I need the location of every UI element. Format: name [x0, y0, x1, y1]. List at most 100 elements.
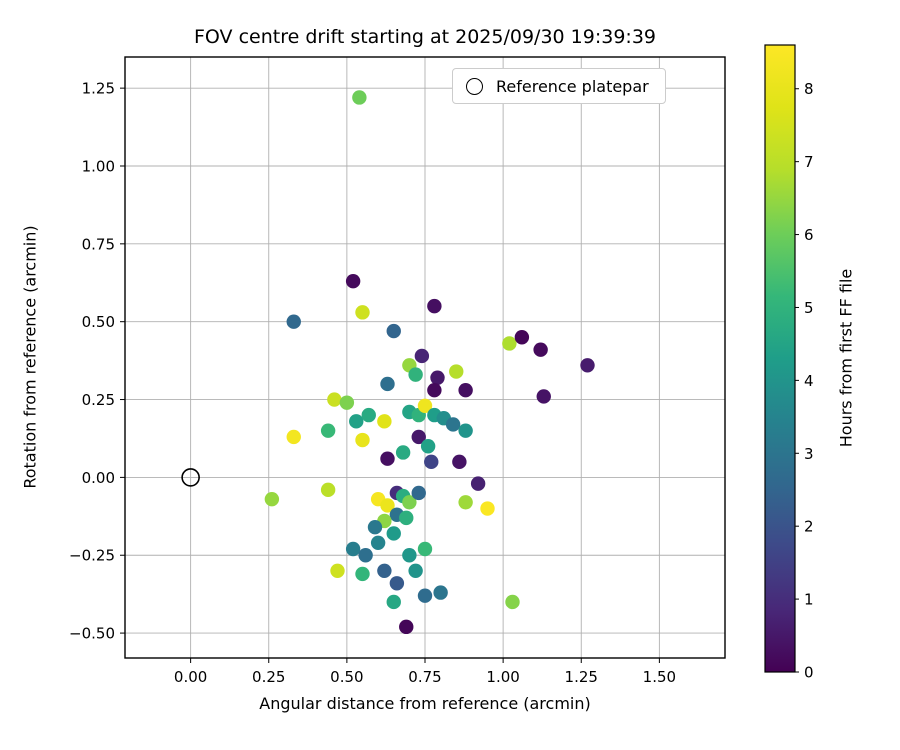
scatter-point: [445, 417, 461, 432]
colorbar-tick-label: 8: [804, 80, 814, 98]
colorbar-tick-label: 5: [804, 299, 814, 317]
scatter-point: [452, 454, 467, 470]
scatter-point: [361, 407, 376, 423]
scatter-points: [264, 90, 595, 635]
scatter-point: [380, 451, 395, 466]
scatter-point: [399, 619, 414, 635]
scatter-point: [408, 367, 423, 382]
colorbar-tick-label: 7: [804, 153, 814, 171]
x-tick-label: 0.25: [252, 668, 285, 686]
y-tick-label: 0.75: [82, 235, 115, 253]
scatter-point: [433, 585, 448, 600]
scatter-point: [355, 305, 370, 320]
scatter-point: [458, 423, 473, 438]
colorbar-tick-label: 6: [804, 226, 814, 244]
scatter-point: [320, 482, 336, 498]
scatter-point: [408, 563, 423, 579]
scatter-point: [536, 389, 551, 404]
x-tick-label: 0.50: [330, 668, 363, 686]
scatter-point: [320, 423, 336, 438]
scatter-point: [264, 491, 280, 507]
scatter-point: [386, 526, 401, 541]
scatter-point: [458, 495, 473, 510]
scatter-point: [533, 342, 548, 357]
scatter-point: [417, 541, 433, 557]
colorbar-tick-label: 1: [804, 591, 814, 609]
x-tick-label: 1.50: [643, 668, 676, 686]
scatter-point: [355, 566, 370, 582]
scatter-point: [352, 90, 367, 105]
scatter-point: [355, 432, 370, 448]
scatter-point: [458, 382, 473, 398]
scatter-point: [367, 520, 383, 535]
scatter-point: [411, 485, 426, 501]
scatter-point: [358, 548, 373, 563]
scatter-point: [449, 364, 464, 379]
legend-label: Reference platepar: [496, 76, 649, 96]
axis-ticks: 0.00 0.25 0.50 0.75 1.00 1.25 1.50 −0.50 −0.25 0.…: [69, 80, 676, 686]
x-axis-label: Angular distance from reference (arcmin): [259, 694, 591, 713]
scatter-point: [424, 454, 439, 470]
colorbar-tick-label: 3: [804, 445, 814, 463]
scatter-point: [349, 414, 364, 429]
scatter-point: [339, 395, 355, 410]
legend: Reference platepar: [452, 68, 666, 104]
scatter-point: [417, 588, 433, 603]
scatter-point: [411, 429, 426, 445]
y-tick-label: −0.25: [69, 547, 115, 565]
scatter-point: [386, 594, 401, 610]
y-tick-label: 0.25: [82, 391, 115, 409]
scatter-point: [327, 392, 342, 407]
y-tick-label: 1.00: [82, 157, 115, 175]
scatter-point: [402, 495, 417, 510]
scatter-point: [377, 563, 392, 579]
scatter-point: [286, 429, 301, 445]
scatter-point: [417, 398, 433, 413]
scatter-point: [427, 298, 442, 314]
scatter-point: [370, 535, 386, 550]
plot-border: [124, 56, 726, 659]
scatter-point: [480, 501, 495, 516]
chart-title: FOV centre drift starting at 2025/09/30 …: [193, 26, 657, 48]
colorbar-tick-label: 2: [804, 518, 814, 536]
x-tick-label: 0.75: [408, 668, 441, 686]
y-tick-label: 0.50: [82, 313, 115, 331]
scatter-point: [345, 274, 361, 289]
scatter-point: [286, 314, 301, 329]
scatter-point: [399, 510, 414, 526]
scatter-point: [380, 498, 395, 513]
scatter-point: [502, 336, 517, 351]
reference-platepar-marker-icon: [466, 77, 483, 95]
scatter-point: [402, 548, 417, 563]
scatter-point: [377, 414, 392, 429]
scatter-point: [395, 445, 411, 460]
colorbar-tick-label: 0: [804, 664, 814, 682]
x-tick-label: 0.00: [174, 668, 207, 686]
colorbar: [765, 45, 795, 672]
colorbar-ticks: 0 1 2 3 4 5 6 7 8: [795, 80, 814, 682]
scatter-point: [430, 370, 445, 385]
scatter-point: [580, 358, 595, 373]
scatter-point: [470, 476, 486, 491]
colorbar-tick-label: 4: [804, 372, 814, 390]
scatter-point: [505, 594, 520, 610]
scatter-point: [345, 541, 361, 557]
scatter-point: [514, 330, 530, 345]
scatter-point: [389, 576, 405, 591]
scatter-point: [386, 323, 401, 339]
y-tick-label: 1.25: [82, 80, 115, 98]
colorbar-label: Hours from first FF file: [836, 268, 856, 448]
x-tick-label: 1.00: [486, 668, 519, 686]
y-tick-label: 0.00: [82, 469, 115, 487]
grid-lines: [125, 57, 725, 658]
scatter-point: [427, 382, 442, 398]
scatter-point: [330, 563, 345, 579]
scatter-point: [380, 376, 395, 392]
scatter-point: [414, 348, 430, 364]
colorbar-border: [764, 44, 796, 673]
y-axis-label: Rotation from reference (arcmin): [20, 225, 40, 489]
y-tick-label: −0.50: [69, 625, 115, 643]
scatter-point: [420, 439, 436, 454]
